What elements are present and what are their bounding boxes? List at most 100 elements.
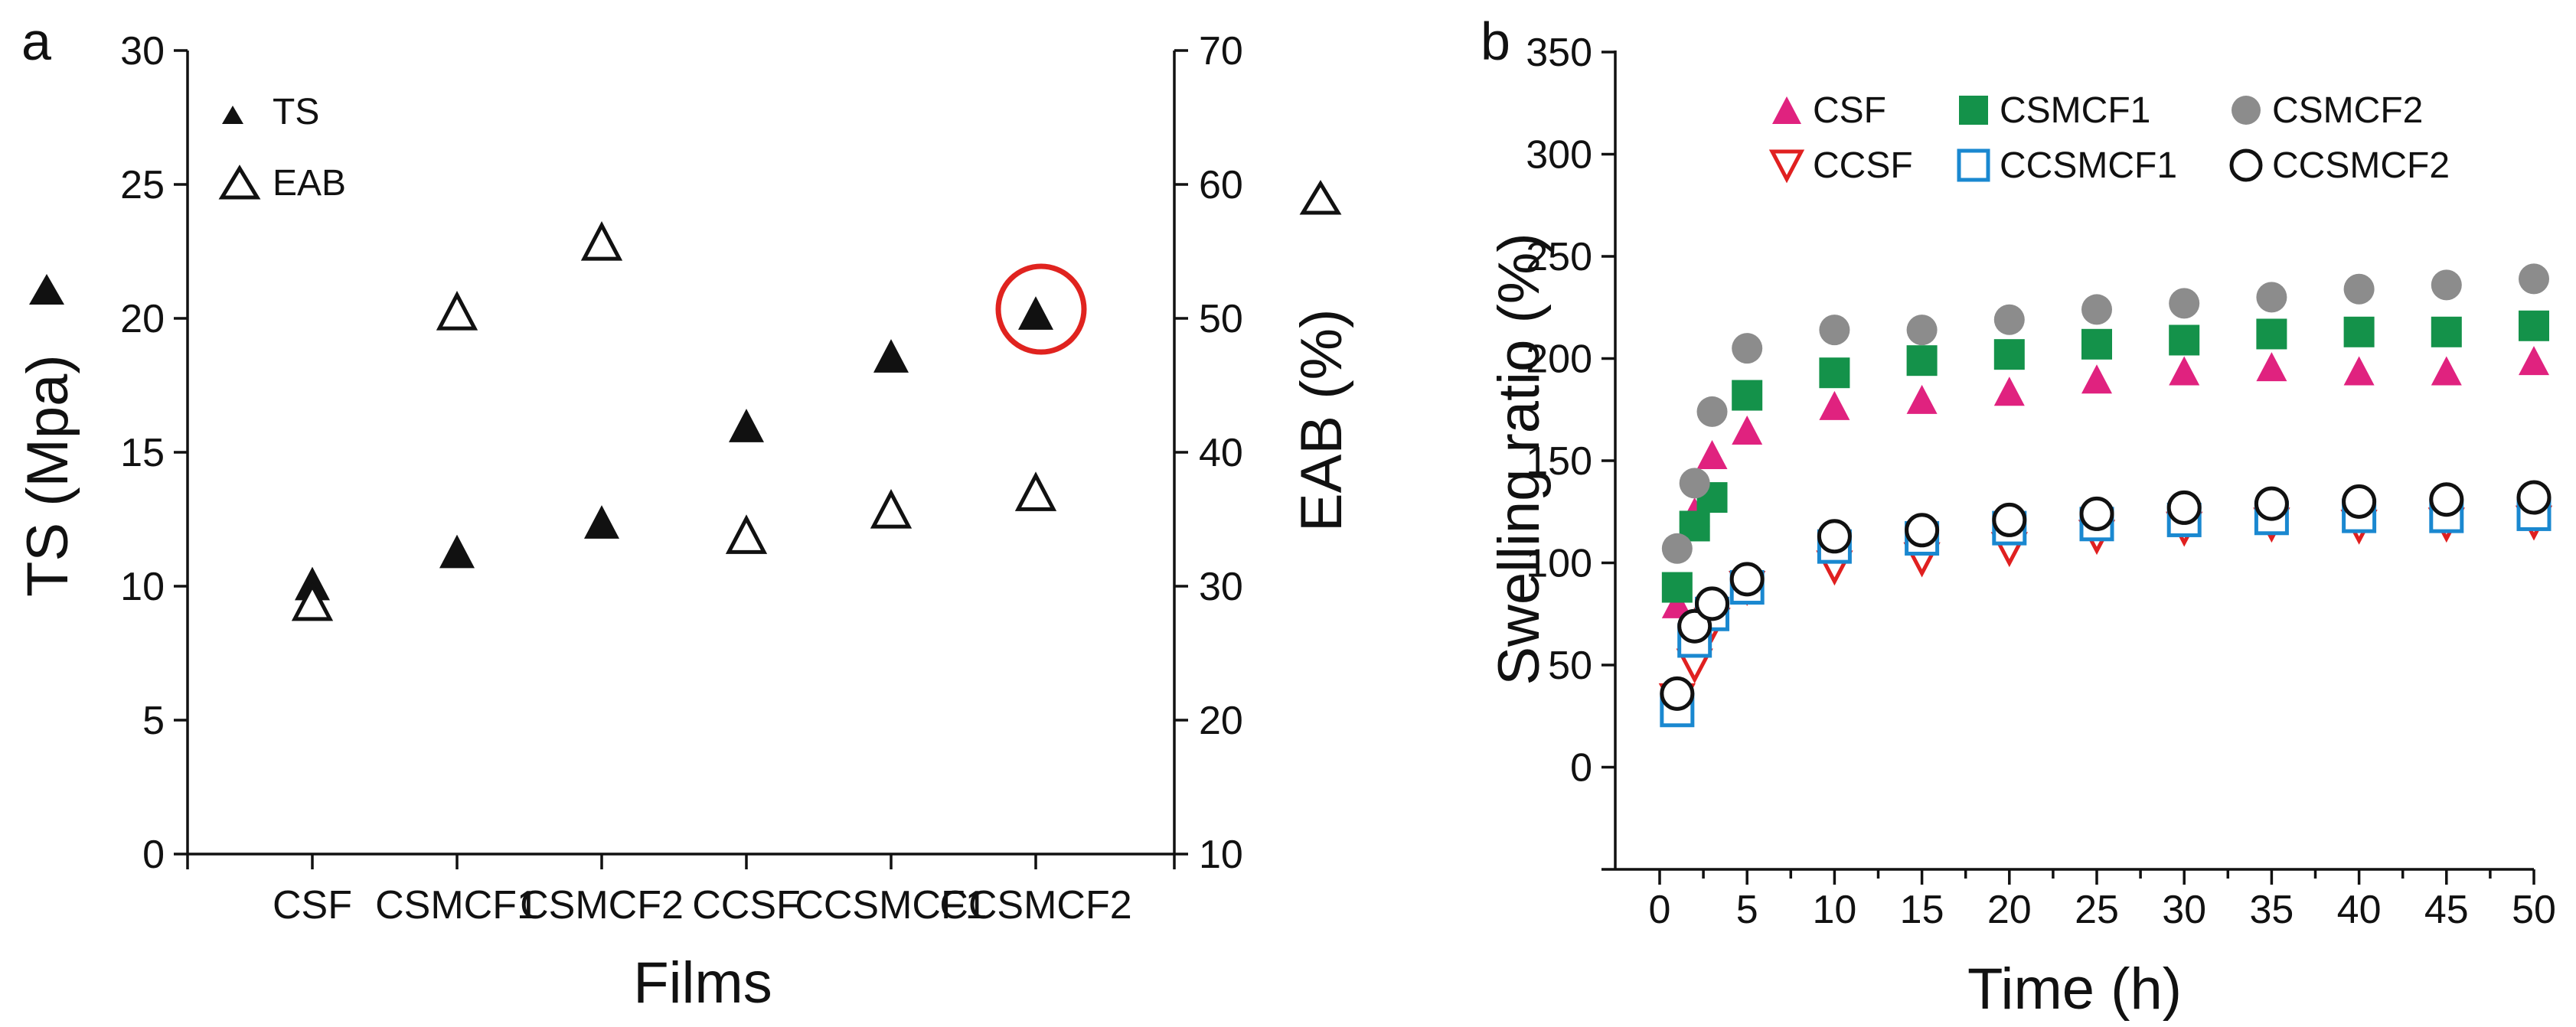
csmcf2-point — [2519, 263, 2549, 295]
ccsmcf2-point — [1677, 608, 1712, 644]
panel-b-x-tick-label: 5 — [1736, 888, 1758, 932]
csf-point — [2519, 346, 2549, 376]
csf-point — [2343, 356, 2375, 386]
panel-a-y2-tick-label: 50 — [1199, 297, 1243, 341]
panel-b-x-ticks: 0 5 10 15 20 25 30 35 40 45 50 — [1649, 869, 2556, 932]
ts-point — [1018, 296, 1053, 330]
panel-b-y-tick-label: 150 — [1526, 439, 1592, 484]
panel-a-x-title: Films — [633, 950, 772, 1016]
panel-a-y-tick-label: 25 — [120, 163, 165, 207]
panel-b-x-tick-label: 40 — [2337, 888, 2382, 932]
csmcf2-point — [2169, 288, 2200, 319]
csmcf1-point — [1819, 357, 1850, 389]
ts-axis-marker — [29, 274, 64, 305]
ts-point — [729, 409, 764, 442]
csmcf1-point — [1732, 380, 1763, 411]
panel-a-x-tick-label: CCSMCF1 — [795, 883, 987, 928]
csf-point — [1993, 377, 2025, 406]
ccsmcf2-point — [1817, 519, 1852, 554]
legend-csmcf2-marker — [2232, 96, 2261, 125]
ts-point — [873, 339, 909, 373]
legend-ccsmcf2-label: CCSMCF2 — [2272, 145, 2450, 186]
csmcf1-point — [2343, 316, 2375, 347]
legend-ts-marker — [222, 106, 243, 124]
panel-b-y-title: Swelling ratio (%) — [1487, 233, 1552, 685]
csf-point — [2169, 356, 2200, 386]
panel-a-y-tick-label: 0 — [142, 833, 165, 877]
panel-b-x-tick-label: 25 — [2075, 888, 2119, 932]
eab-point — [1014, 471, 1057, 511]
legend-ccsf-marker — [1768, 149, 1805, 184]
csf-point — [1732, 415, 1763, 445]
panel-a-x-tick-label: CSMCF1 — [375, 883, 539, 928]
panel-a-y-tick-label: 30 — [120, 29, 165, 73]
legend-csf-marker — [1772, 96, 1801, 125]
ccsmcf2-point — [2342, 484, 2377, 519]
ccsmcf2-point — [2166, 490, 2202, 525]
panel-b-x-tick-label: 35 — [2249, 888, 2294, 932]
panel-a-label: a — [21, 11, 51, 71]
csmcf1-point — [2431, 316, 2462, 347]
panel-a-x-tick-label: CSF — [273, 883, 352, 928]
ts-point — [584, 505, 619, 539]
panel-a-y2-tick-label: 60 — [1199, 163, 1243, 207]
csmcf1-point — [2081, 328, 2112, 360]
ccsmcf2-point — [1992, 502, 2027, 537]
csmcf2-point — [1679, 468, 1710, 499]
panel-a-y2-ticks: 10 20 30 40 50 60 70 — [1174, 29, 1243, 877]
panel-b-y-tick-label: 350 — [1526, 31, 1592, 75]
eab-point — [436, 291, 478, 331]
panel-b-points — [1658, 263, 2553, 728]
csmcf2-point — [2256, 282, 2287, 313]
legend-ts-label: TS — [273, 92, 319, 132]
panel-a-y2-tick-label: 20 — [1199, 699, 1243, 743]
panel-a-y-tick-label: 15 — [120, 431, 165, 475]
csmcf1-point — [2519, 310, 2549, 341]
legend-ccsf-label: CCSF — [1813, 145, 1913, 186]
panel-a-y2-tick-label: 70 — [1199, 29, 1243, 73]
panel-a-y2-tick-label: 10 — [1199, 833, 1243, 877]
panel-a-y-tick-label: 10 — [120, 565, 165, 609]
csmcf2-point — [2343, 273, 2375, 305]
ts-point — [439, 534, 475, 569]
panel-a-y2-title: EAB (%) — [1289, 309, 1354, 532]
ccsmcf2-point — [2254, 486, 2289, 521]
csmcf2-point — [2431, 269, 2462, 301]
csmcf2-point — [1819, 315, 1850, 346]
ccsmcf2-point — [2429, 482, 2464, 517]
panel-a-y2-tick-label: 40 — [1199, 431, 1243, 475]
panel-a-y-title: TS (Mpa) — [15, 354, 80, 597]
ccsmcf2-point — [1905, 513, 1940, 548]
panel-a-y-tick-label: 5 — [142, 699, 165, 743]
panel-b-x-tick-label: 15 — [1900, 888, 1944, 932]
legend-eab-marker — [218, 165, 261, 200]
legend-csmcf1-marker — [1959, 96, 1988, 125]
csf-point — [1696, 439, 1728, 469]
ccsmcf2-point — [1660, 676, 1695, 711]
csf-point — [2431, 356, 2462, 386]
panel-b-y-tick-label: 50 — [1548, 644, 1592, 688]
highlight-circle — [995, 263, 1087, 355]
panel-b-x-tick-label: 50 — [2512, 888, 2556, 932]
panel-b-y-tick-label: 0 — [1570, 746, 1592, 791]
panel-b: b 0 50 100 150 200 250 300 350 0 5 10 15 20 25 30 35 40… — [1481, 11, 2556, 1022]
panel-a-x-tick-label: CCSF — [692, 883, 801, 928]
panel-b-x-tick-label: 30 — [2162, 888, 2206, 932]
eab-point — [870, 489, 913, 529]
panel-b-x-tick-label: 10 — [1812, 888, 1856, 932]
csf-point — [2256, 352, 2287, 382]
csf-point — [1661, 588, 1693, 618]
csf-point — [2081, 364, 2112, 394]
legend-csmcf1-label: CSMCF1 — [2000, 90, 2150, 131]
panel-b-y-ticks: 0 50 100 150 200 250 300 350 — [1526, 31, 1615, 871]
panel-b-x-tick-label: 45 — [2424, 888, 2469, 932]
panel-a-y2-tick-label: 30 — [1199, 565, 1243, 609]
csmcf2-point — [1993, 304, 2025, 335]
csf-point — [1819, 390, 1850, 420]
csmcf1-point — [1993, 339, 2025, 370]
panel-a-x-tick-label: CCSMCF2 — [939, 883, 1131, 928]
legend-csmcf2-label: CSMCF2 — [2272, 90, 2423, 131]
panel-b-legend: CSF CSMCF1 CSMCF2 CCSF CCSMCF1 CCSMCF2 — [1768, 90, 2450, 186]
panel-b-x-title: Time (h) — [1967, 957, 2182, 1022]
